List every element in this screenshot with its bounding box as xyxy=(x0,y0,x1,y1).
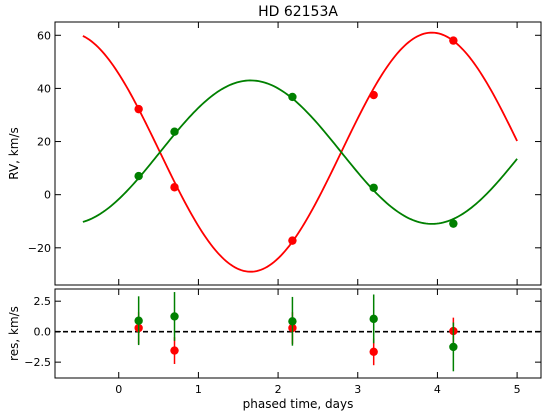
series-0 xyxy=(82,31,518,273)
y-tick-label: 60 xyxy=(37,29,51,42)
data-point xyxy=(369,90,378,100)
series-1 xyxy=(82,79,518,228)
y-tick-label: −2.5 xyxy=(24,356,51,369)
data-point xyxy=(288,317,297,326)
data-point xyxy=(449,219,458,228)
x-tick-label: 0 xyxy=(115,383,122,396)
data-point xyxy=(288,92,297,102)
y-tick-label: 0 xyxy=(44,189,51,202)
plot-frame xyxy=(54,288,542,379)
data-point xyxy=(449,342,458,352)
data-point xyxy=(449,36,458,45)
data-point xyxy=(170,346,179,355)
data-point xyxy=(170,183,179,192)
x-tick-label: 4 xyxy=(434,383,441,396)
data-point xyxy=(134,316,143,325)
fit-curve xyxy=(82,31,518,273)
bottom-panel: 0 1 2 3 4 5 −2.5 0.0 2.5 res, km/s phased time, da… xyxy=(7,288,542,411)
data-point xyxy=(134,171,143,181)
x-tick-label: 1 xyxy=(195,383,202,396)
series-1 xyxy=(134,292,458,372)
data-point xyxy=(134,104,143,114)
y-tick-label: 40 xyxy=(37,82,51,95)
y-tick-label: 2.5 xyxy=(34,295,52,308)
y-tick-label: −20 xyxy=(28,242,51,255)
data-point xyxy=(170,312,179,321)
data-point xyxy=(369,347,378,356)
data-point xyxy=(288,236,297,245)
y-axis-label: RV, km/s xyxy=(7,127,21,179)
x-tick-label: 5 xyxy=(514,383,521,396)
data-point xyxy=(369,183,378,192)
chart-title: HD 62153A xyxy=(258,4,338,20)
plot-frame xyxy=(54,21,542,286)
top-panel: −20 0 20 40 60 HD 62153A RV, km/s xyxy=(7,4,542,286)
y-axis-label: res, km/s xyxy=(7,306,21,361)
y-tick-label: 0.0 xyxy=(34,326,52,339)
x-tick-label: 3 xyxy=(354,383,361,396)
x-tick-label: 2 xyxy=(275,383,282,396)
y-tick-label: 20 xyxy=(37,136,51,149)
data-point xyxy=(369,314,378,324)
data-point xyxy=(170,127,179,136)
fit-curve xyxy=(82,79,518,225)
x-axis-label: phased time, days xyxy=(243,397,354,411)
